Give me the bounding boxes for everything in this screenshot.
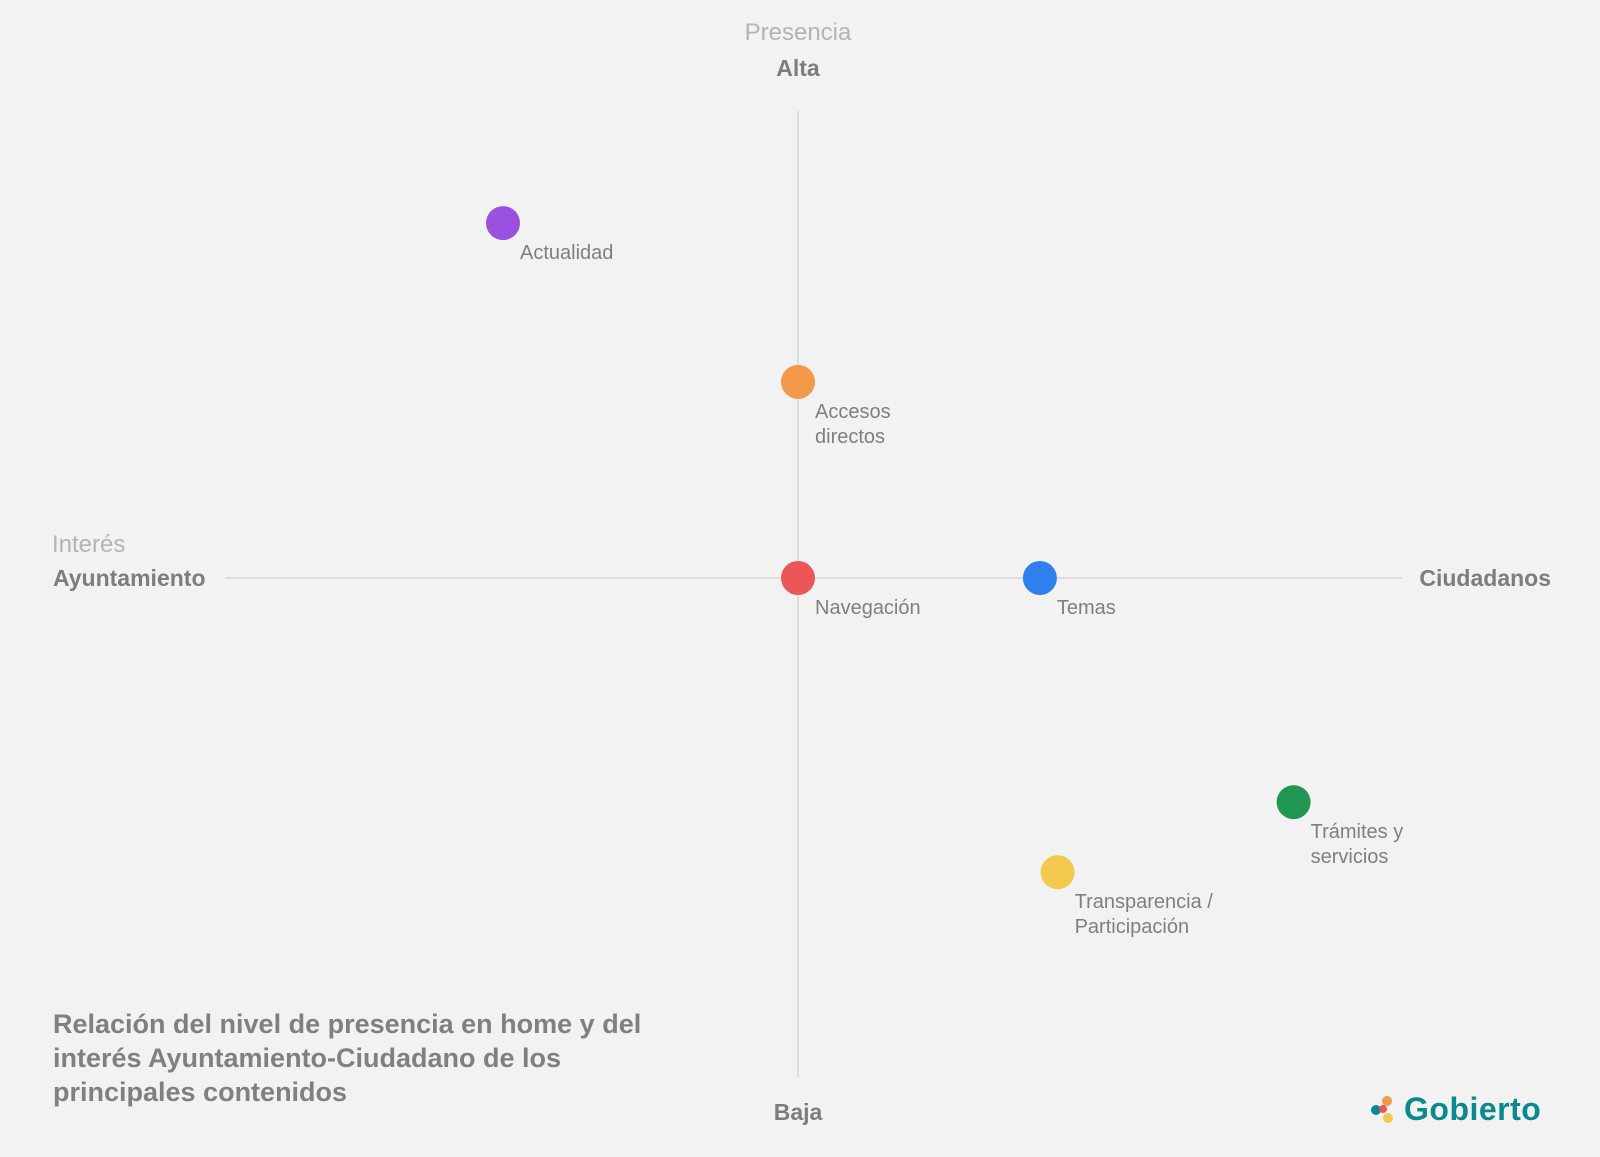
data-point-label: Accesos directos xyxy=(815,401,891,448)
data-point xyxy=(781,561,815,595)
data-point xyxy=(486,206,520,241)
y-axis-high-label: Alta xyxy=(776,55,820,81)
data-points: Actualidad Accesos directos Navegación Temas… xyxy=(486,206,1403,938)
data-point-label: Trámites y servicios xyxy=(1311,821,1404,868)
data-point xyxy=(781,364,815,399)
data-point-label-line: directos xyxy=(815,426,885,448)
y-axis-low-label: Baja xyxy=(774,1099,823,1125)
data-point-label-line: Transparencia / xyxy=(1075,891,1214,913)
data-point-label-line: Actualidad xyxy=(520,242,613,264)
data-point-label-line: Accesos xyxy=(815,401,891,423)
data-point-label-line: Navegación xyxy=(815,597,921,619)
gobierto-logo-text: Gobierto xyxy=(1404,1090,1542,1127)
x-axis-name: Interés xyxy=(52,531,125,558)
data-point-label: Navegación xyxy=(815,597,921,619)
gobierto-logo-icon xyxy=(1371,1096,1393,1123)
data-point-label: Actualidad xyxy=(520,242,613,264)
data-point-label-line: servicios xyxy=(1311,846,1389,868)
data-point-label-line: Participación xyxy=(1075,916,1190,938)
data-point-label-line: Temas xyxy=(1057,597,1116,619)
data-point-label: Transparencia / Participación xyxy=(1075,891,1214,938)
data-point xyxy=(1040,855,1075,890)
x-axis-high-label: Ciudadanos xyxy=(1419,565,1551,591)
data-point xyxy=(1022,561,1057,595)
data-point-label-line: Trámites y xyxy=(1311,821,1404,843)
data-point xyxy=(1276,785,1311,820)
gobierto-logo: Gobierto xyxy=(1368,1090,1541,1128)
chart-title: Relación del nivel de presencia en home … xyxy=(53,1009,642,1107)
y-axis-name: Presencia xyxy=(745,19,852,46)
data-point-label: Temas xyxy=(1057,597,1116,619)
x-axis-low-label: Ayuntamiento xyxy=(53,565,206,591)
